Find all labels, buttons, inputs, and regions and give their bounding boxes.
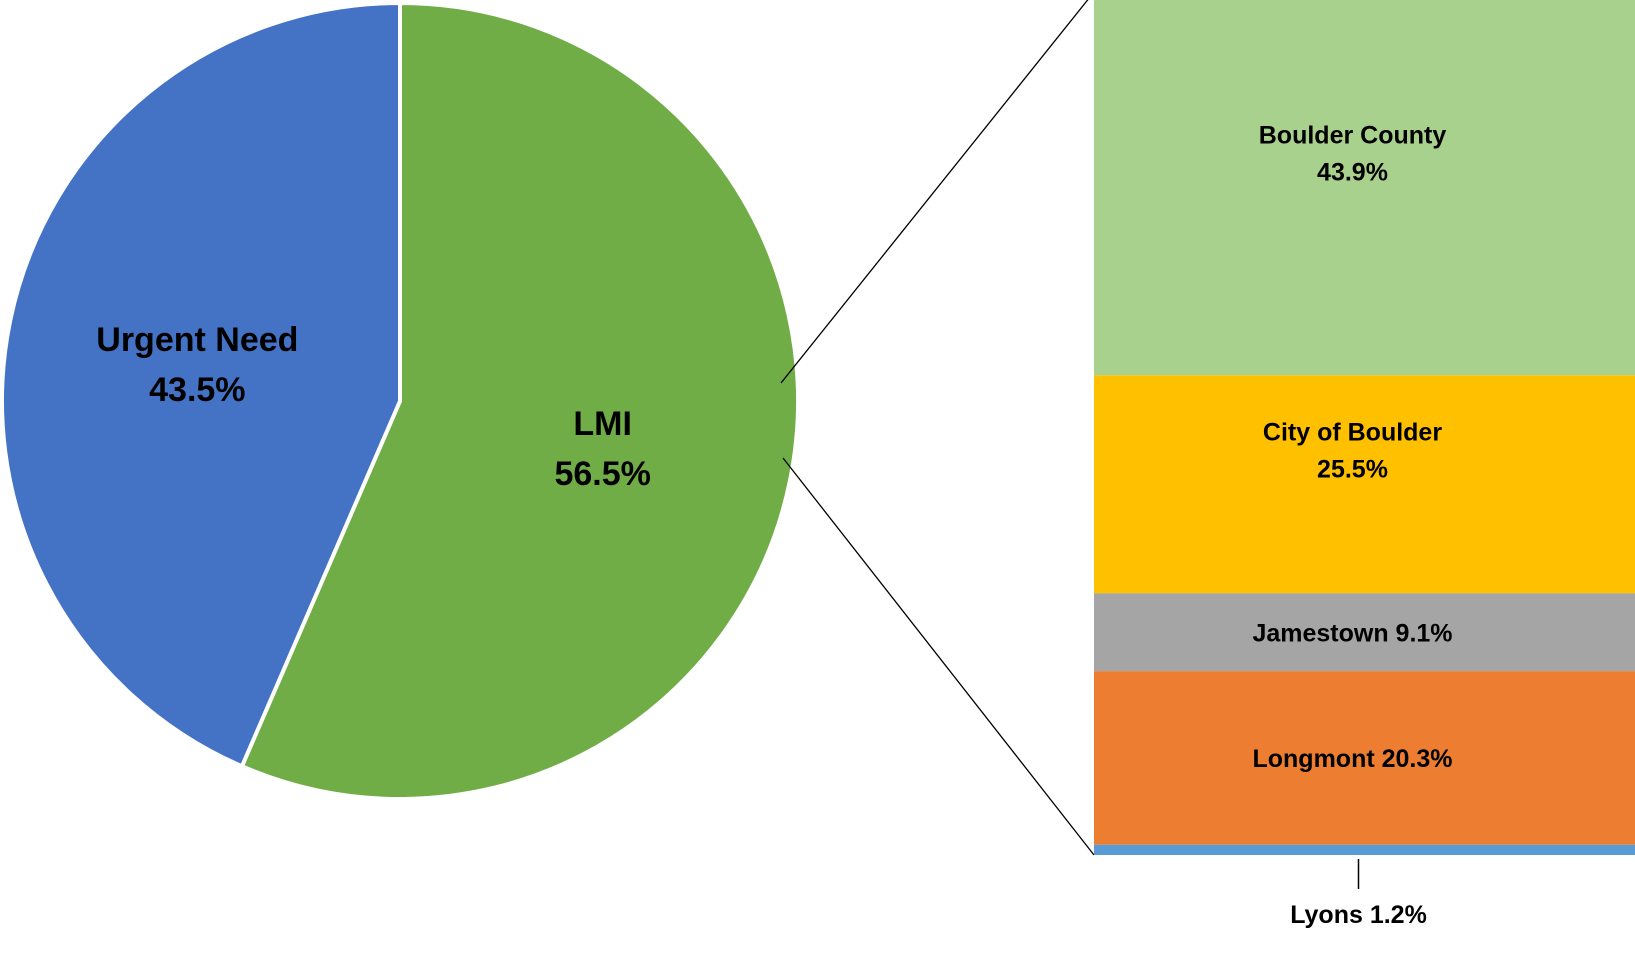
bar-segment-boulder-county	[1094, 0, 1635, 376]
bar-segment-longmont	[1094, 671, 1635, 845]
breakdown-bar-group: Boulder County 43.9% City of Boulder 25.5% J…	[1094, 0, 1635, 929]
pie-label-urgent-need-value: 43.5%	[149, 371, 245, 409]
bar-segment-city-of-boulder	[1094, 375, 1635, 594]
connector-group	[780, 0, 1095, 856]
pie-group: Urgent Need 43.5% LMI 56.5%	[0, 1, 800, 801]
pie-label-lmi-value: 56.5%	[554, 455, 650, 493]
connector-line-bottom	[782, 457, 1095, 856]
pie-label-urgent-need-name: Urgent Need	[96, 321, 298, 359]
bar-label-longmont: Longmont 20.3%	[1252, 745, 1452, 773]
bar-segment-jamestown	[1094, 593, 1635, 672]
bar-label-city-of-boulder-line-2: 25.5%	[1317, 455, 1388, 483]
pie-slice-urgent-need	[0, 1, 402, 769]
bar-label-lyons: Lyons 1.2%	[1290, 901, 1427, 929]
pie-label-lmi-name: LMI	[573, 405, 632, 443]
connector-line-top	[780, 0, 1089, 384]
bar-segment-lyons	[1094, 844, 1635, 855]
bar-label-boulder-county-line-2: 43.9%	[1317, 159, 1388, 187]
bar-label-boulder-county-line-1: Boulder County	[1259, 122, 1447, 150]
bar-label-city-of-boulder-line-1: City of Boulder	[1263, 418, 1442, 446]
pie-slice-lmi	[239, 1, 800, 801]
bar-label-jamestown: Jamestown 9.1%	[1252, 619, 1452, 647]
